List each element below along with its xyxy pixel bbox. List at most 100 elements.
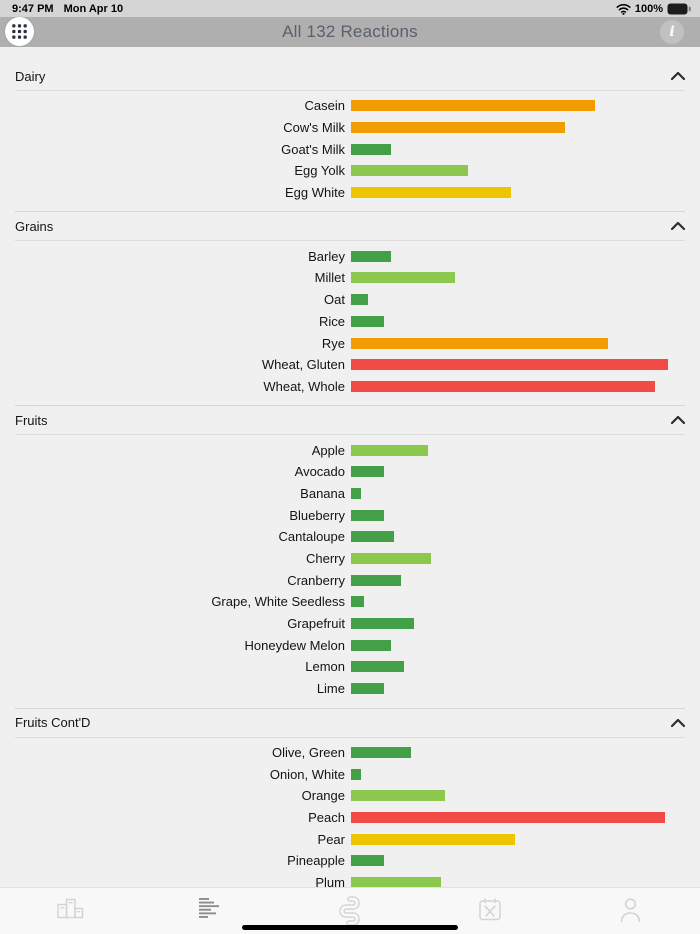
- reaction-bar: [351, 315, 385, 327]
- bar-track: [351, 272, 685, 284]
- chevron-up-icon[interactable]: [671, 72, 685, 80]
- bar-label: Wheat, Gluten: [261, 357, 345, 373]
- reaction-bar: [351, 811, 665, 823]
- bar-label: Rye: [321, 335, 345, 351]
- reaction-bar: [351, 618, 415, 630]
- chevron-up-icon[interactable]: [671, 222, 685, 231]
- clock: 9:47 PM: [12, 2, 54, 15]
- tab-results[interactable]: [0, 888, 140, 934]
- reaction-bar: [351, 444, 428, 456]
- reaction-bar: [351, 143, 392, 155]
- reaction-bar: [351, 531, 395, 543]
- bar-label: Lime: [316, 681, 345, 697]
- bar-row: Wheat, Gluten: [15, 354, 685, 376]
- section-title: Fruits: [15, 412, 48, 428]
- apps-grid-button[interactable]: [5, 17, 34, 46]
- reaction-bar: [351, 359, 669, 371]
- bar-label: Barley: [308, 248, 345, 264]
- reaction-bar: [351, 876, 442, 888]
- sections: Dairy Casein Cow's Milk Goat's Milk Egg Yolk…: [0, 47, 700, 901]
- bar-row: Lemon: [15, 656, 685, 678]
- reaction-bar: [351, 122, 565, 134]
- bar-row: Casein: [15, 95, 685, 117]
- bar-label: Lemon: [305, 659, 345, 675]
- section-header[interactable]: Fruits: [0, 406, 700, 434]
- bar-row: Apple: [15, 439, 685, 461]
- reaction-bar: [351, 768, 362, 780]
- bar-row: Banana: [15, 483, 685, 505]
- bar-row: Rice: [15, 311, 685, 333]
- bar-track: [351, 165, 685, 177]
- section-divider: [15, 240, 685, 242]
- page-title: All 132 Reactions: [282, 22, 418, 41]
- home-indicator[interactable]: [242, 925, 458, 930]
- section-header[interactable]: Dairy: [0, 62, 700, 90]
- bar-label: Olive, Green: [272, 744, 345, 760]
- meal-calendar-icon: [479, 898, 501, 921]
- bar-label: Grape, White Seedless: [211, 594, 345, 610]
- bar-track: [351, 531, 685, 543]
- bar-label: Honeydew Melon: [244, 637, 345, 653]
- bar-track: [351, 876, 685, 888]
- section-fruits: Fruits Apple Avocado Banana Blueberry Cantalo…: [0, 405, 700, 707]
- bar-row: Onion, White: [15, 763, 685, 785]
- section-rows: Barley Millet Oat Rice Rye Wheat, Gluten Wheat…: [0, 241, 700, 405]
- bar-row: Honeydew Melon: [15, 634, 685, 656]
- bar-row: Egg Yolk: [15, 160, 685, 182]
- bar-track: [351, 122, 685, 134]
- section-header[interactable]: Grains: [0, 212, 700, 240]
- bar-row: Pear: [15, 828, 685, 850]
- bar-row: Oat: [15, 289, 685, 311]
- bar-track: [351, 574, 685, 586]
- tab-gut[interactable]: [280, 888, 420, 934]
- bar-track: [351, 553, 685, 565]
- reaction-bar: [351, 746, 412, 758]
- nav-bar: All 132 Reactions i: [0, 17, 700, 47]
- tab-reactions[interactable]: [140, 888, 280, 934]
- status-bar: 9:47 PM Mon Apr 10 100%: [0, 0, 700, 17]
- bar-label: Grapefruit: [287, 616, 345, 632]
- bar-track: [351, 596, 685, 608]
- bar-track: [351, 359, 685, 371]
- bar-label: Egg White: [285, 185, 345, 201]
- bar-row: Peach: [15, 807, 685, 829]
- bar-label: Peach: [308, 809, 345, 825]
- bar-track: [351, 855, 685, 867]
- bar-row: Olive, Green: [15, 742, 685, 764]
- chevron-up-icon[interactable]: [671, 416, 685, 425]
- tab-profile[interactable]: [560, 888, 700, 934]
- reaction-bar: [351, 683, 385, 695]
- bar-lines-icon: [199, 898, 219, 918]
- bar-row: Lime: [15, 678, 685, 700]
- bar-row: Rye: [15, 332, 685, 354]
- chevron-up-icon[interactable]: [671, 718, 685, 727]
- section-header[interactable]: Fruits Cont'D: [0, 709, 700, 737]
- section-separator: [15, 211, 685, 213]
- bar-row: Cantaloupe: [15, 526, 685, 548]
- bar-track: [351, 661, 685, 673]
- bar-label: Casein: [304, 98, 345, 114]
- bar-row: Orange: [15, 785, 685, 807]
- bar-label: Wheat, Whole: [263, 378, 345, 394]
- bar-label: Orange: [301, 788, 345, 804]
- info-icon: i: [669, 24, 675, 40]
- section-title: Grains: [15, 218, 54, 234]
- info-button[interactable]: i: [660, 20, 684, 44]
- section-separator: [15, 707, 685, 709]
- bar-track: [351, 833, 685, 845]
- podium-icon: [56, 898, 83, 919]
- tab-meal-plan[interactable]: [420, 888, 560, 934]
- reaction-bar: [351, 553, 432, 565]
- status-left: 9:47 PM Mon Apr 10: [12, 3, 123, 15]
- reaction-bar: [351, 187, 512, 199]
- bar-row: Millet: [15, 267, 685, 289]
- section-rows: Casein Cow's Milk Goat's Milk Egg Yolk Egg W…: [0, 91, 700, 211]
- bar-label: Cantaloupe: [278, 529, 346, 545]
- reaction-bar: [351, 337, 609, 349]
- section-title: Dairy: [15, 68, 46, 84]
- bar-track: [351, 250, 685, 262]
- section-separator: [15, 405, 685, 407]
- bar-label: Egg Yolk: [294, 163, 345, 179]
- bar-label: Rice: [318, 313, 345, 329]
- reaction-bar: [351, 294, 368, 306]
